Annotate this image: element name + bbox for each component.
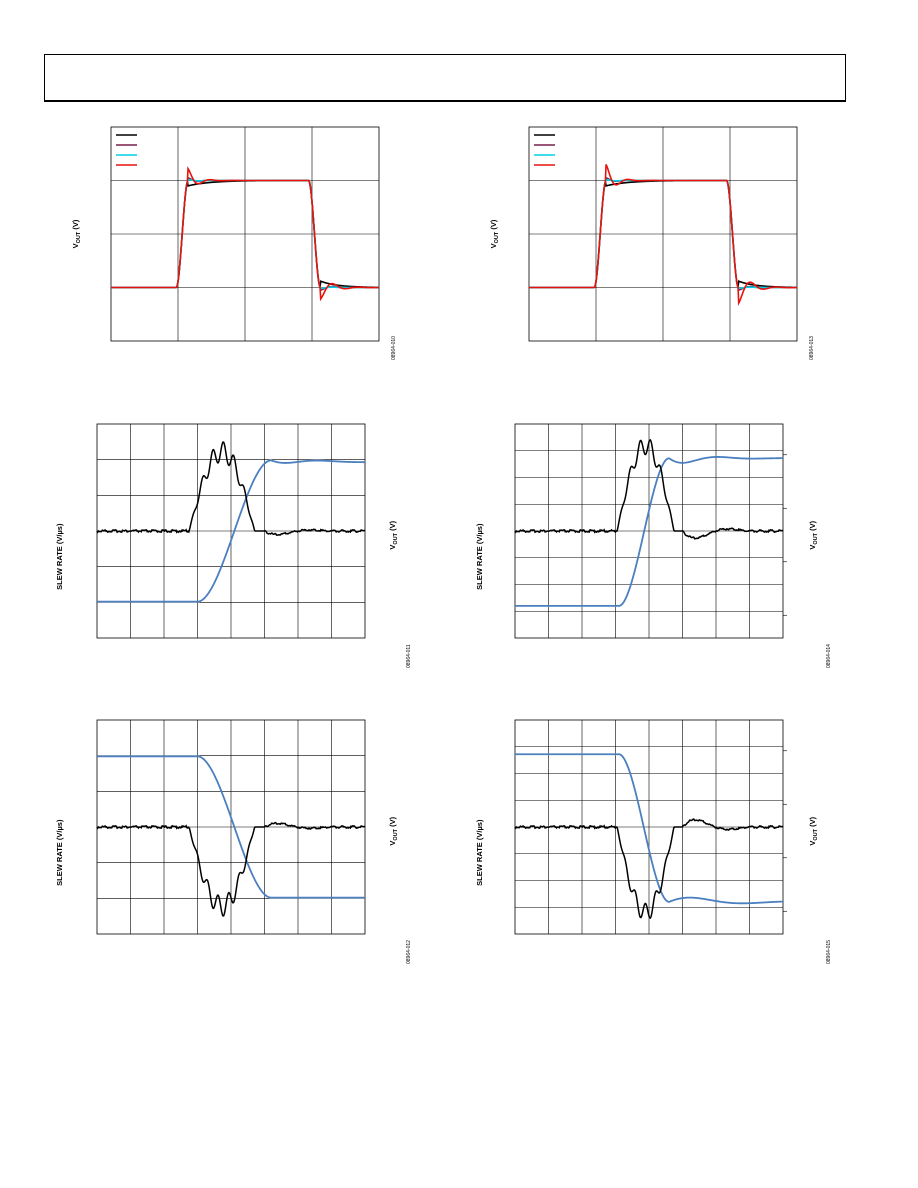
series-line-red — [111, 166, 380, 302]
y-axis-label-left: SLEW RATE (V/µs) — [55, 819, 64, 886]
y-axis-label-left: SLEW RATE (V/µs) — [475, 523, 484, 590]
figure-id-label: 08964-014 — [826, 644, 832, 668]
vout-curve — [515, 456, 783, 607]
y-axis-label: VOUT (V) — [71, 219, 82, 248]
y-axis-label-left: SLEW RATE (V/µs) — [55, 523, 64, 590]
chart-svg: VOUT (V) 08964-010 — [71, 126, 397, 360]
vout-curve — [97, 755, 365, 899]
y-axis-label-right: VOUT (V) — [388, 520, 399, 549]
figure-id-label: 08964-011 — [406, 644, 412, 668]
figure-falling-slew-left: SLEW RATE (V/µs) VOUT (V) 08964-012 — [50, 714, 420, 974]
slew-rate-curve — [514, 438, 784, 540]
chart-svg: SLEW RATE (V/µs) VOUT (V) 08964-012 — [55, 719, 412, 964]
slew-rate-curve — [514, 818, 784, 920]
figure-id-label: 08964-013 — [809, 336, 815, 360]
y-axis-label-right: VOUT (V) — [808, 520, 819, 549]
figure-id-label: 08964-012 — [406, 940, 412, 964]
y-axis-label-right: VOUT (V) — [808, 816, 819, 845]
chart-svg: VOUT (V) 08964-013 — [489, 126, 815, 360]
series-line-red — [529, 164, 798, 307]
vout-curve — [97, 459, 366, 603]
figure-id-label: 08964-015 — [826, 940, 832, 964]
figure-id-label: 08964-010 — [391, 336, 397, 360]
slew-rate-curve — [96, 441, 366, 536]
y-axis-label-right: VOUT (V) — [388, 816, 399, 845]
figure-rising-slew-left: SLEW RATE (V/µs) VOUT (V) 08964-011 — [50, 418, 420, 678]
slew-rate-curve — [96, 821, 366, 917]
y-axis-label: VOUT (V) — [489, 219, 500, 248]
y-axis-label-left: SLEW RATE (V/µs) — [475, 819, 484, 886]
figure-step-response-right: VOUT (V) 08964-013 — [478, 120, 818, 370]
figure-falling-slew-right: SLEW RATE (V/µs) VOUT (V) 08964-015 — [470, 714, 840, 974]
chart-svg: SLEW RATE (V/µs) VOUT (V) 08964-011 — [55, 423, 412, 668]
chart-svg: SLEW RATE (V/µs) VOUT (V) 08964-015 — [475, 719, 832, 964]
page-header-box — [44, 54, 846, 102]
vout-curve — [515, 753, 784, 905]
figure-step-response-left: VOUT (V) 08964-010 — [60, 120, 400, 370]
chart-svg: SLEW RATE (V/µs) VOUT (V) 08964-014 — [475, 423, 832, 668]
figure-rising-slew-right: SLEW RATE (V/µs) VOUT (V) 08964-014 — [470, 418, 840, 678]
